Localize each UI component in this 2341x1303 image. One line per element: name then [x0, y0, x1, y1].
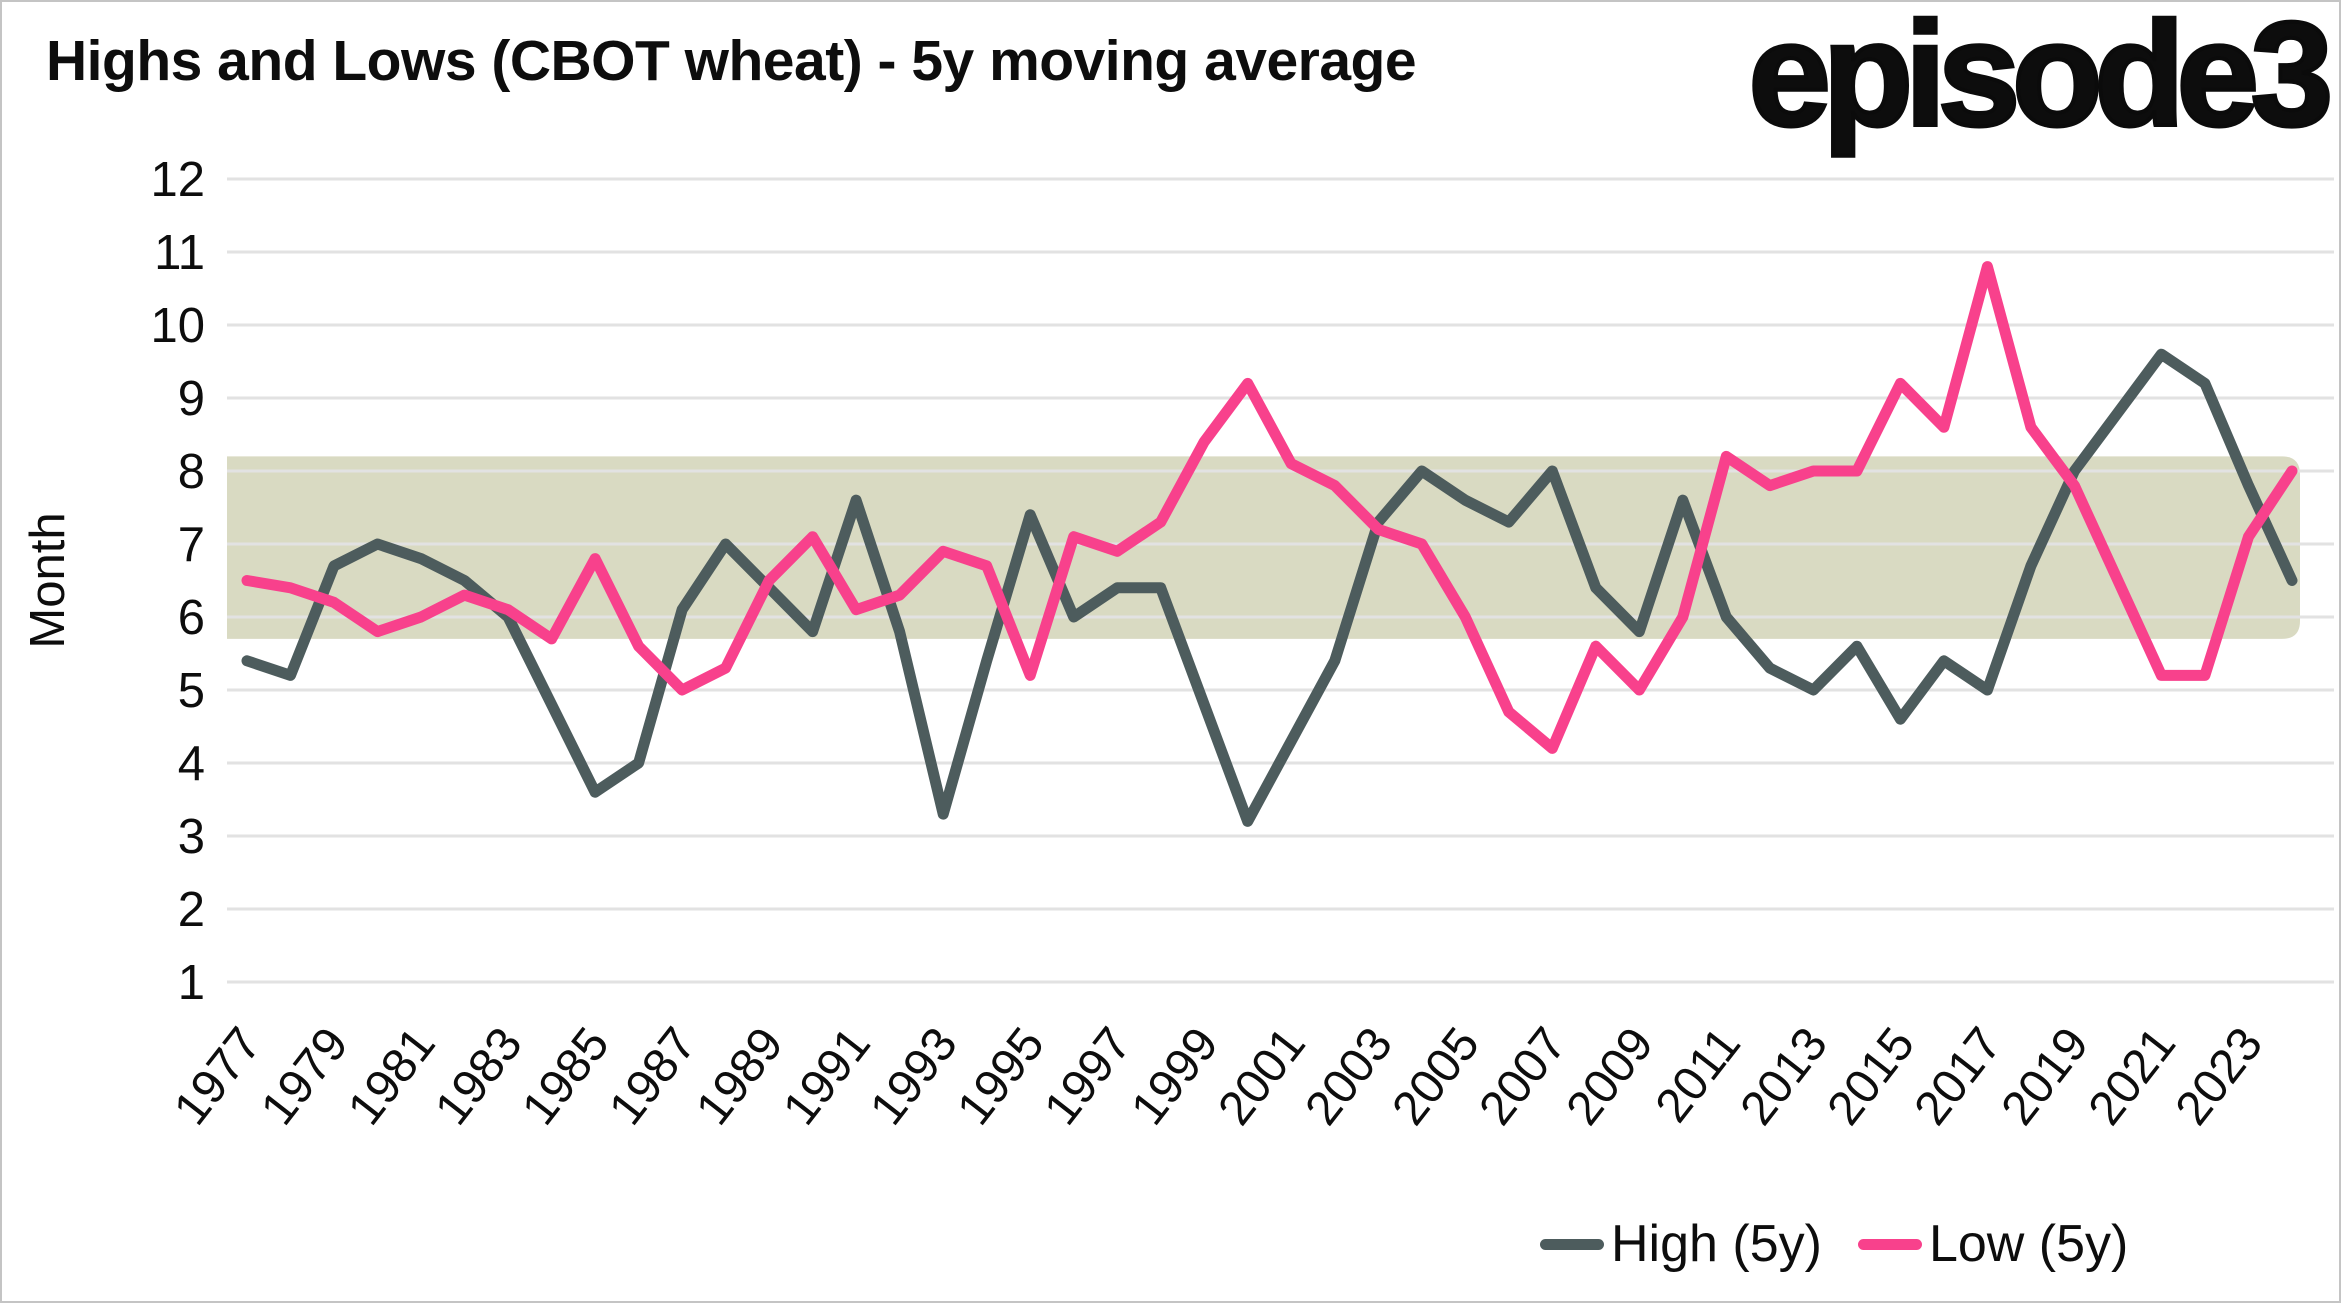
y-axis-title: Month: [21, 512, 75, 648]
svg-text:1: 1: [178, 956, 205, 1010]
svg-text:1995: 1995: [947, 1018, 1055, 1135]
legend-label-high: High (5y): [1611, 1215, 1822, 1273]
high-series-line: [241, 348, 2298, 827]
legend-item-low: Low (5y): [1857, 1214, 2129, 1274]
x-axis-tick-labels: 1977197919811983198519871989199119931995…: [164, 1018, 2273, 1135]
svg-text:1993: 1993: [860, 1018, 968, 1135]
svg-text:1983: 1983: [425, 1018, 533, 1135]
seasonal-band: [227, 456, 2300, 639]
svg-text:2015: 2015: [1818, 1018, 1926, 1135]
low-series-swatch-icon: [1857, 1238, 1922, 1250]
svg-text:1997: 1997: [1034, 1018, 1142, 1135]
svg-text:2009: 2009: [1556, 1018, 1664, 1135]
svg-text:1989: 1989: [686, 1018, 794, 1135]
legend-item-high: High (5y): [1540, 1214, 1822, 1274]
svg-text:1985: 1985: [512, 1018, 620, 1135]
svg-text:2007: 2007: [1469, 1018, 1577, 1135]
episode3-logo: episode3: [1747, 0, 2336, 159]
page-title: Highs and Lows (CBOT wheat) - 5y moving …: [46, 29, 1417, 93]
svg-text:2021: 2021: [2079, 1018, 2187, 1135]
svg-text:1987: 1987: [599, 1018, 707, 1135]
low-series-line: [241, 261, 2298, 754]
svg-text:1999: 1999: [1121, 1018, 1229, 1135]
svg-text:12: 12: [150, 153, 205, 207]
chart-legend: High (5y) Low (5y): [1540, 1214, 2128, 1274]
svg-text:2001: 2001: [1208, 1018, 1316, 1135]
gridlines: [227, 177, 2334, 984]
svg-text:2011: 2011: [1646, 1018, 1751, 1132]
svg-text:8: 8: [178, 445, 205, 499]
svg-text:4: 4: [178, 737, 205, 791]
high-series-swatch-icon: [1540, 1238, 1604, 1250]
svg-text:10: 10: [150, 299, 205, 353]
svg-text:2005: 2005: [1382, 1018, 1490, 1135]
legend-label-low: Low (5y): [1928, 1215, 2129, 1273]
svg-text:11: 11: [154, 226, 205, 280]
svg-text:2003: 2003: [1295, 1018, 1403, 1135]
svg-text:5: 5: [178, 664, 205, 718]
svg-text:3: 3: [178, 810, 205, 864]
svg-text:1991: 1991: [773, 1018, 881, 1135]
svg-text:1981: 1981: [338, 1018, 446, 1135]
svg-text:1977: 1977: [164, 1018, 272, 1135]
svg-text:2: 2: [178, 883, 205, 937]
svg-text:1979: 1979: [251, 1018, 359, 1135]
svg-text:6: 6: [178, 591, 205, 645]
svg-text:2017: 2017: [1905, 1018, 2013, 1135]
svg-text:2023: 2023: [2166, 1018, 2274, 1135]
svg-text:7: 7: [178, 518, 205, 572]
svg-text:2013: 2013: [1731, 1018, 1839, 1135]
svg-text:2019: 2019: [1992, 1018, 2100, 1135]
svg-text:9: 9: [178, 372, 205, 426]
